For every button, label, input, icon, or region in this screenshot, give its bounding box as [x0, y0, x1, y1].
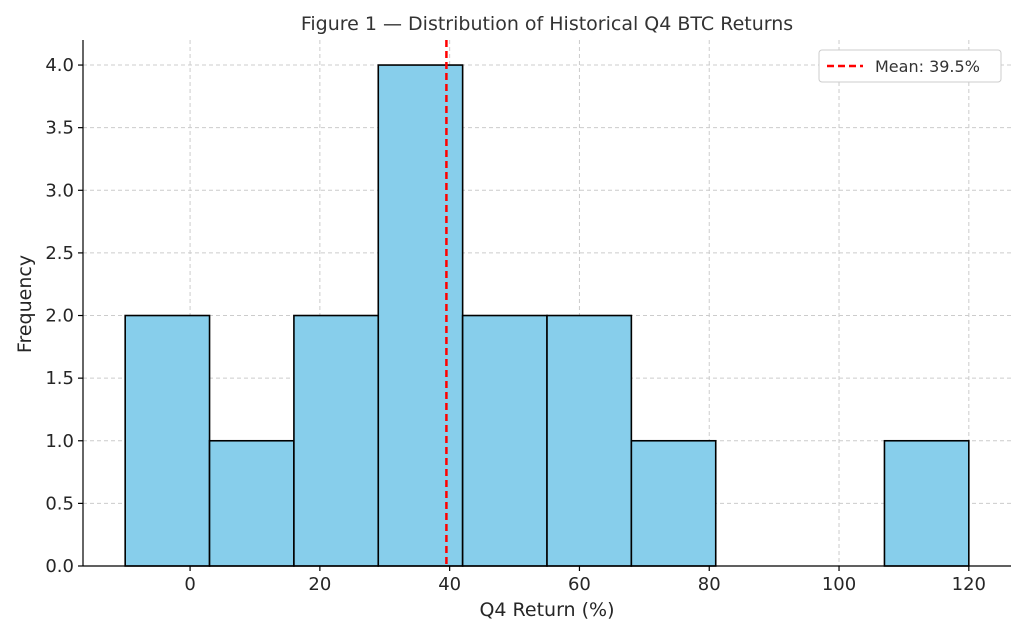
histogram-bar-9	[883, 439, 970, 567]
y-tick-label: 1.5	[45, 368, 74, 389]
legend-label-mean: Mean: 39.5%	[875, 57, 980, 76]
histogram-bar-3	[377, 64, 464, 567]
y-tick-label: 0.0	[45, 556, 74, 577]
histogram-bar-5	[546, 314, 633, 567]
tick-labels: 0 20 40 60 80 100 120 0.0 0.5 1.0 1.5 2.0 2.5 3.0 3.5 4…	[45, 55, 986, 595]
x-tick-label: 40	[438, 574, 461, 595]
histogram-bar-1	[208, 439, 295, 567]
legend: Mean: 39.5%	[818, 49, 1002, 83]
histogram-bars	[124, 64, 970, 567]
histogram-bar-4	[461, 314, 548, 567]
histogram-bar-0	[124, 314, 211, 567]
y-tick-label: 3.0	[45, 180, 74, 201]
y-tick-label: 2.5	[45, 243, 74, 264]
histogram-bar-6	[630, 439, 717, 567]
chart-title: Figure 1 — Distribution of Historical Q4…	[301, 13, 793, 35]
x-tick-label: 120	[952, 574, 986, 595]
x-tick-label: 20	[308, 574, 331, 595]
x-tick-label: 80	[698, 574, 721, 595]
y-tick-label: 0.5	[45, 493, 74, 514]
histogram-bar-2	[293, 314, 380, 567]
x-tick-label: 100	[822, 574, 856, 595]
y-tick-label: 4.0	[45, 55, 74, 76]
legend-box	[818, 49, 1002, 83]
x-tick-label: 60	[568, 574, 591, 595]
x-tick-label: 0	[184, 574, 195, 595]
x-axis-title: Q4 Return (%)	[479, 599, 614, 621]
axes	[78, 40, 1011, 571]
y-tick-label: 2.0	[45, 306, 74, 327]
y-axis-title: Frequency	[14, 255, 36, 353]
y-tick-label: 1.0	[45, 431, 74, 452]
y-tick-label: 3.5	[45, 118, 74, 139]
